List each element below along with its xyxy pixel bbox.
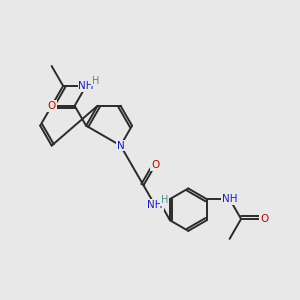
Text: O: O <box>47 101 56 111</box>
Text: H: H <box>161 195 168 205</box>
Text: H: H <box>92 76 99 85</box>
Text: O: O <box>151 160 159 170</box>
Text: NH: NH <box>222 194 237 204</box>
Text: NH: NH <box>147 200 163 210</box>
Text: NH: NH <box>78 81 94 91</box>
Text: N: N <box>117 141 124 151</box>
Text: O: O <box>260 214 268 224</box>
